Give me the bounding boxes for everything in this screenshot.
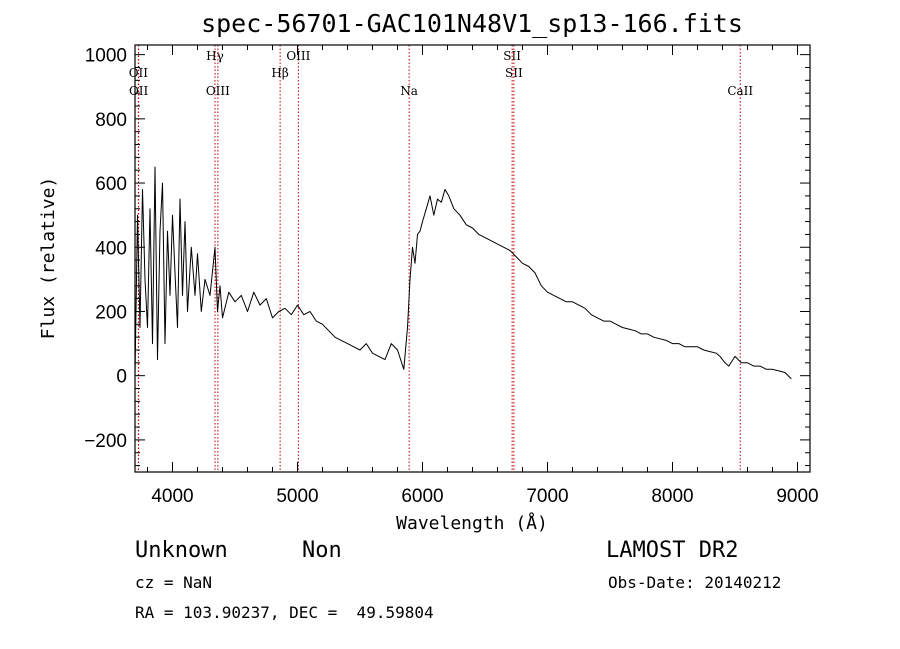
y-tick-label: 600 [95, 174, 127, 195]
x-tick-label: 9000 [776, 486, 818, 507]
x-tick-label: 4000 [151, 486, 193, 507]
observation-date: Obs-Date: 20140212 [608, 573, 782, 592]
spectral-line-label: OIII [206, 84, 230, 98]
y-tick-label: 1000 [85, 46, 127, 67]
x-tick-label: 7000 [526, 486, 568, 507]
spectral-line-label: OII [129, 84, 149, 98]
x-tick-label: 8000 [651, 486, 693, 507]
x-tick-label: 6000 [401, 486, 443, 507]
spectrum-layer [134, 166, 792, 380]
spectrum-chart: spec-56701-GAC101N48V1_sp13-166.fits OII… [38, 9, 819, 534]
ra-dec-coordinates: RA = 103.90237, DEC = 49.59804 [135, 603, 434, 622]
y-tick-label: 0 [116, 367, 127, 388]
spectral-line-label: SII [505, 66, 523, 80]
chart-title: spec-56701-GAC101N48V1_sp13-166.fits [201, 9, 743, 38]
x-tick-label: 5000 [276, 486, 318, 507]
y-tick-label: −200 [84, 431, 127, 452]
spectral-line-label: Na [400, 84, 418, 98]
spectral-line-label: OIII [286, 49, 310, 63]
y-tick-label: 800 [95, 110, 127, 131]
y-tick-label: 200 [95, 302, 127, 323]
axis-ticks-layer: 4000 5000 6000 7000 8000 9000 −200 0 200 400 600 80… [84, 45, 819, 507]
spectral-line-label: Hγ [206, 49, 224, 63]
spectral-line-label: CaII [727, 84, 753, 98]
spectral-line-label: Hβ [271, 66, 288, 80]
x-axis-label: Wavelength (Å) [396, 512, 548, 534]
spectrum-series-flux [134, 166, 792, 380]
survey-label: LAMOST DR2 [606, 538, 739, 563]
object-class: Unknown [135, 538, 228, 563]
y-axis-label: Flux (relative) [38, 177, 59, 340]
object-subclass: Non [302, 538, 342, 563]
y-tick-label: 400 [95, 238, 127, 259]
spectral-line-label: SII [503, 49, 521, 63]
redshift-cz: cz = NaN [135, 573, 213, 592]
